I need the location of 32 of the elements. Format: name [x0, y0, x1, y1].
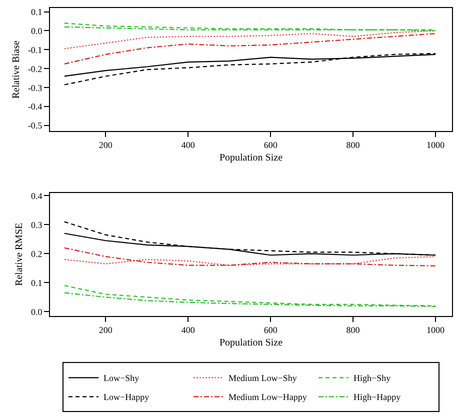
legend-label: Medium Low−Happy	[228, 392, 308, 402]
x-tick-label: 600	[264, 140, 278, 150]
y-tick-label: 0.0	[30, 26, 43, 36]
y-axis-title: Relative RMSE	[14, 222, 25, 286]
x-tick-label: 600	[264, 324, 278, 335]
y-tick-label: 0.1	[30, 278, 42, 288]
legend-label: Medium Low−Shy	[228, 373, 298, 384]
legend-label: Low−Shy	[104, 373, 140, 384]
y-tick-label: -0.5	[28, 120, 43, 131]
y-tick-label: 0.1	[30, 6, 42, 17]
x-tick-label: 400	[181, 140, 196, 150]
legend-label: High−Shy	[354, 373, 392, 384]
y-tick-label: -0.2	[28, 64, 42, 74]
x-axis-title: Population Size	[219, 337, 284, 348]
y-tick-label: 0.3	[30, 220, 43, 230]
x-tick-label: 800	[346, 140, 360, 150]
y-tick-label: -0.4	[28, 102, 43, 112]
x-tick-label: 400	[181, 324, 196, 335]
x-tick-label: 800	[346, 324, 360, 335]
legend-label: Low−Happy	[104, 392, 150, 402]
x-tick-label: 200	[98, 324, 113, 335]
y-tick-label: -0.1	[28, 44, 42, 55]
x-tick-label: 1000	[426, 324, 446, 335]
y-axis-title: Relative Biase	[10, 40, 22, 99]
y-tick-label: 0.2	[30, 248, 42, 259]
x-axis-title: Population Size	[219, 152, 284, 164]
y-tick-label: -0.3	[28, 82, 43, 93]
x-tick-label: 200	[98, 140, 113, 150]
x-tick-label: 1000	[426, 140, 446, 150]
legend-label: High−Happy	[354, 392, 402, 402]
y-tick-label: 0.0	[30, 306, 43, 317]
y-tick-label: 0.4	[30, 190, 43, 201]
